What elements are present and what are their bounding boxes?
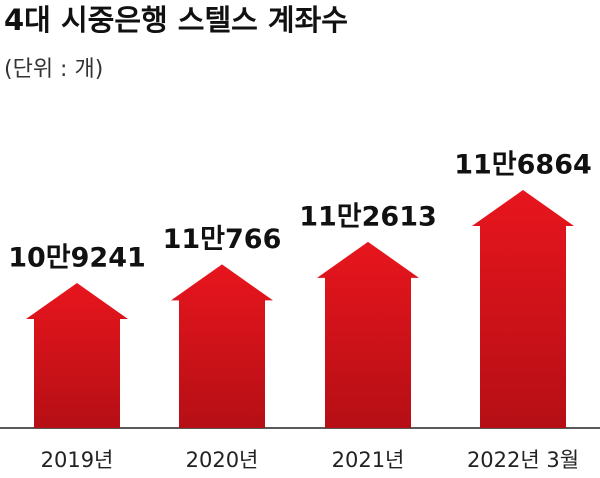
value-label: 11만6864 xyxy=(454,150,592,181)
value-label: 11만766 xyxy=(163,224,282,255)
arrow-bar xyxy=(317,241,419,428)
x-tick-label: 2019년 xyxy=(41,448,114,472)
value-label: 10만9241 xyxy=(8,243,146,274)
arrow-bar xyxy=(472,190,574,428)
x-tick-label: 2021년 xyxy=(332,448,405,472)
chart-subtitle: (단위 : 개) xyxy=(4,57,103,82)
value-label: 11만2613 xyxy=(299,201,437,232)
arrow-bar xyxy=(171,264,273,428)
chart-title: 4대 시중은행 스텔스 계좌수 xyxy=(4,3,348,37)
x-tick-label: 2022년 3월 xyxy=(467,448,579,472)
x-tick-label: 2020년 xyxy=(186,448,259,472)
arrow-bar xyxy=(26,283,128,428)
